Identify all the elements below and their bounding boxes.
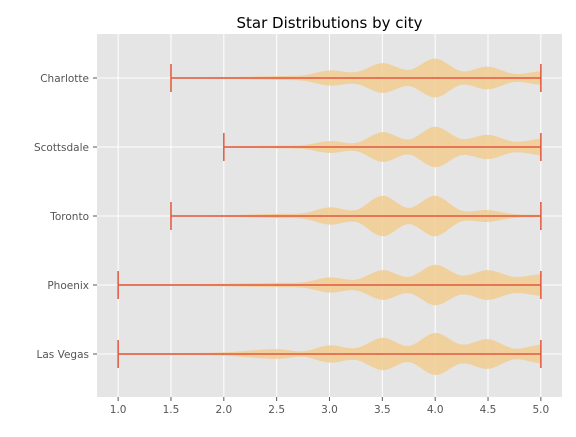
x-tick-label: 1.0	[110, 404, 127, 416]
x-tick-label: 4.5	[480, 404, 497, 416]
y-tick-label: Scottsdale	[34, 142, 89, 154]
chart-title: Star Distributions by city	[237, 14, 423, 32]
y-tick-label: Phoenix	[47, 280, 89, 292]
x-tick-label: 2.0	[215, 404, 232, 416]
y-tick-label: Las Vegas	[37, 349, 90, 361]
y-tick-label: Charlotte	[40, 73, 89, 85]
y-tick-label: Toronto	[49, 211, 89, 223]
x-tick-label: 2.5	[268, 404, 285, 416]
x-tick-label: 3.0	[321, 404, 338, 416]
x-tick-label: 3.5	[374, 404, 391, 416]
x-tick-label: 4.0	[427, 404, 444, 416]
x-axis-ticks: 1.0 1.5 2.0 2.5 3.0 3.5 4.0 4.5 5.0	[110, 397, 549, 416]
x-tick-label: 1.5	[163, 404, 180, 416]
whiskers	[117, 64, 542, 368]
x-tick-label: 5.0	[533, 404, 550, 416]
y-axis-ticks: Charlotte Scottsdale Toronto Phoenix Las Veg…	[34, 73, 97, 361]
